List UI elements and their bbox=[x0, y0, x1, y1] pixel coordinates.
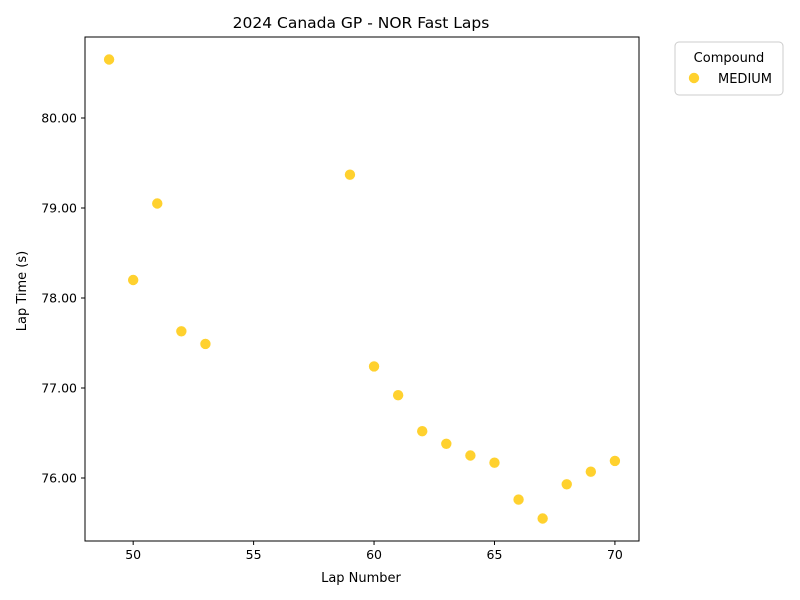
y-axis-ticks: 76.00 77.00 78.00 79.00 80.00 bbox=[41, 111, 85, 486]
data-point bbox=[585, 465, 597, 478]
data-point bbox=[560, 478, 573, 491]
y-tick-label: 76.00 bbox=[41, 471, 77, 486]
plot-frame bbox=[84, 36, 640, 542]
data-point bbox=[512, 493, 525, 506]
data-point bbox=[344, 168, 356, 181]
legend: Compound MEDIUM bbox=[674, 41, 784, 96]
data-point bbox=[536, 512, 549, 525]
data-point bbox=[416, 425, 429, 438]
data-point bbox=[488, 456, 501, 469]
y-tick-label: 78.00 bbox=[41, 291, 77, 306]
data-point bbox=[368, 360, 380, 373]
data-point bbox=[464, 449, 477, 462]
x-tick-label: 70 bbox=[607, 547, 623, 562]
data-point bbox=[151, 197, 164, 210]
x-tick-label: 65 bbox=[487, 547, 503, 562]
legend-title: Compound bbox=[694, 51, 765, 66]
legend-marker-medium bbox=[688, 72, 700, 84]
x-axis-ticks: 50 55 60 65 70 bbox=[125, 541, 623, 562]
data-point bbox=[127, 274, 139, 286]
data-point bbox=[440, 437, 453, 450]
x-tick-label: 50 bbox=[125, 547, 141, 562]
y-axis-label: Lap Time (s) bbox=[15, 251, 30, 331]
legend-entry-medium: MEDIUM bbox=[718, 72, 772, 87]
chart-title: 2024 Canada GP - NOR Fast Laps bbox=[233, 14, 490, 32]
data-point bbox=[175, 325, 188, 338]
plot-area bbox=[84, 36, 640, 542]
x-axis-label: Lap Number bbox=[321, 571, 401, 586]
y-tick-label: 79.00 bbox=[41, 201, 77, 216]
y-tick-label: 77.00 bbox=[41, 381, 77, 396]
data-point bbox=[103, 53, 115, 66]
legend-frame bbox=[674, 41, 784, 96]
data-point bbox=[199, 338, 212, 350]
data-point bbox=[609, 455, 621, 467]
x-tick-label: 55 bbox=[246, 547, 262, 562]
y-tick-label: 80.00 bbox=[41, 111, 77, 126]
x-tick-label: 60 bbox=[366, 547, 382, 562]
data-point bbox=[392, 389, 404, 402]
